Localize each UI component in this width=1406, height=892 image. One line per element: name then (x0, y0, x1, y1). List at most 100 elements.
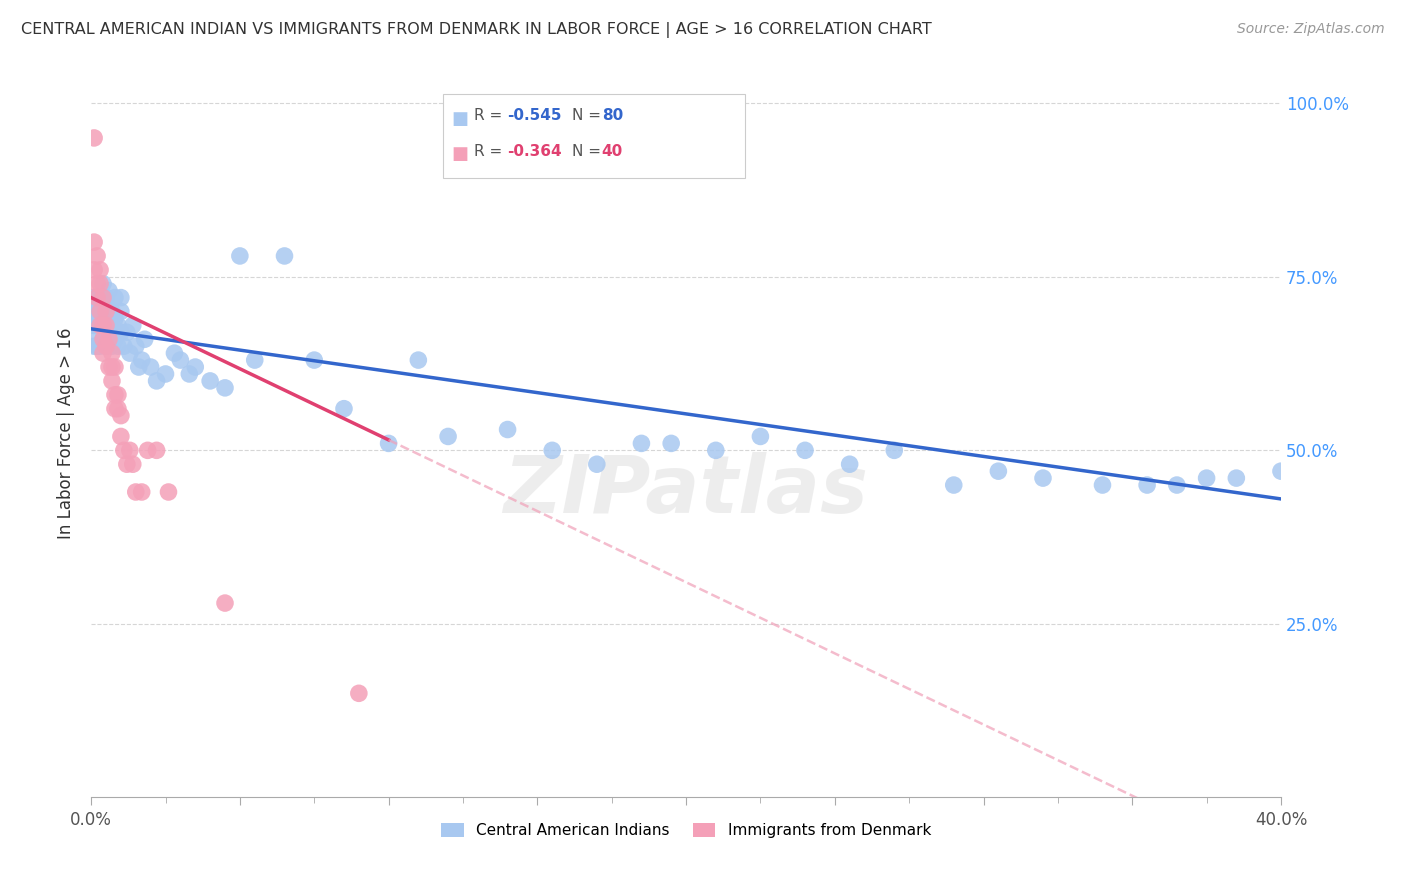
Point (104, 388, 127, 402)
Point (1091, 478, 1114, 492)
Point (179, 367, 201, 381)
Point (86, 249, 108, 263)
Point (115, 457, 138, 471)
Text: R =: R = (474, 108, 508, 123)
Point (101, 374, 124, 388)
Point (89, 311, 111, 326)
Point (198, 374, 221, 388)
Point (128, 359, 150, 374)
Point (98, 326, 121, 340)
Point (302, 353, 325, 368)
Point (1270, 464, 1292, 478)
Point (377, 436, 399, 450)
Point (883, 443, 905, 458)
Point (630, 436, 652, 450)
Point (91, 311, 114, 326)
Point (94, 318, 117, 333)
Point (101, 346, 124, 360)
Point (91, 332, 114, 346)
Point (91, 277, 114, 291)
Point (131, 353, 153, 368)
Point (110, 291, 132, 305)
Point (155, 367, 177, 381)
Point (94, 297, 117, 311)
Text: N =: N = (572, 144, 606, 159)
Point (101, 304, 124, 318)
Point (83, 291, 105, 305)
Point (89, 297, 111, 311)
Text: R =: R = (474, 144, 508, 159)
Point (794, 443, 817, 458)
Point (134, 332, 156, 346)
Point (112, 443, 135, 458)
Point (110, 429, 132, 443)
Point (496, 423, 519, 437)
Point (1136, 478, 1159, 492)
Point (91, 346, 114, 360)
Point (347, 686, 370, 700)
Point (121, 318, 143, 333)
Point (136, 443, 159, 458)
Point (91, 332, 114, 346)
Point (104, 332, 127, 346)
Point (139, 359, 162, 374)
Point (333, 401, 356, 416)
Point (94, 311, 117, 326)
Point (145, 443, 167, 458)
Point (94, 291, 117, 305)
Point (110, 304, 132, 318)
Text: N =: N = (572, 108, 606, 123)
Point (89, 339, 111, 353)
Point (98, 284, 121, 298)
Point (91, 291, 114, 305)
Point (98, 332, 121, 346)
Point (541, 443, 564, 458)
Point (83, 318, 105, 333)
Text: 40: 40 (602, 144, 623, 159)
Point (659, 436, 682, 450)
Point (86, 339, 108, 353)
Point (101, 339, 124, 353)
Point (104, 401, 127, 416)
Point (89, 318, 111, 333)
Text: -0.545: -0.545 (508, 108, 562, 123)
Point (98, 304, 121, 318)
Point (86, 277, 108, 291)
Point (86, 332, 108, 346)
Point (838, 457, 860, 471)
Point (112, 339, 135, 353)
Point (131, 485, 153, 500)
Point (83, 263, 105, 277)
Point (86, 291, 108, 305)
Point (94, 339, 117, 353)
Point (104, 311, 127, 326)
Point (1166, 478, 1188, 492)
Point (98, 359, 121, 374)
Point (118, 443, 141, 458)
Point (145, 374, 167, 388)
Text: -0.364: -0.364 (508, 144, 562, 159)
Point (94, 339, 117, 353)
Point (83, 339, 105, 353)
Point (86, 304, 108, 318)
Point (101, 318, 124, 333)
Point (89, 318, 111, 333)
Point (749, 429, 772, 443)
Point (86, 291, 108, 305)
Point (1225, 471, 1247, 485)
Point (273, 249, 295, 263)
Y-axis label: In Labor Force | Age > 16: In Labor Force | Age > 16 (58, 327, 75, 539)
Point (89, 304, 111, 318)
Point (229, 249, 252, 263)
Point (125, 485, 148, 500)
Point (408, 353, 430, 368)
Point (585, 457, 607, 471)
Text: ZIPatlas: ZIPatlas (503, 452, 869, 531)
Point (942, 478, 965, 492)
Point (184, 359, 207, 374)
Text: ■: ■ (451, 110, 468, 128)
Point (1195, 471, 1218, 485)
Point (83, 235, 105, 249)
Point (101, 359, 124, 374)
Point (110, 409, 132, 423)
